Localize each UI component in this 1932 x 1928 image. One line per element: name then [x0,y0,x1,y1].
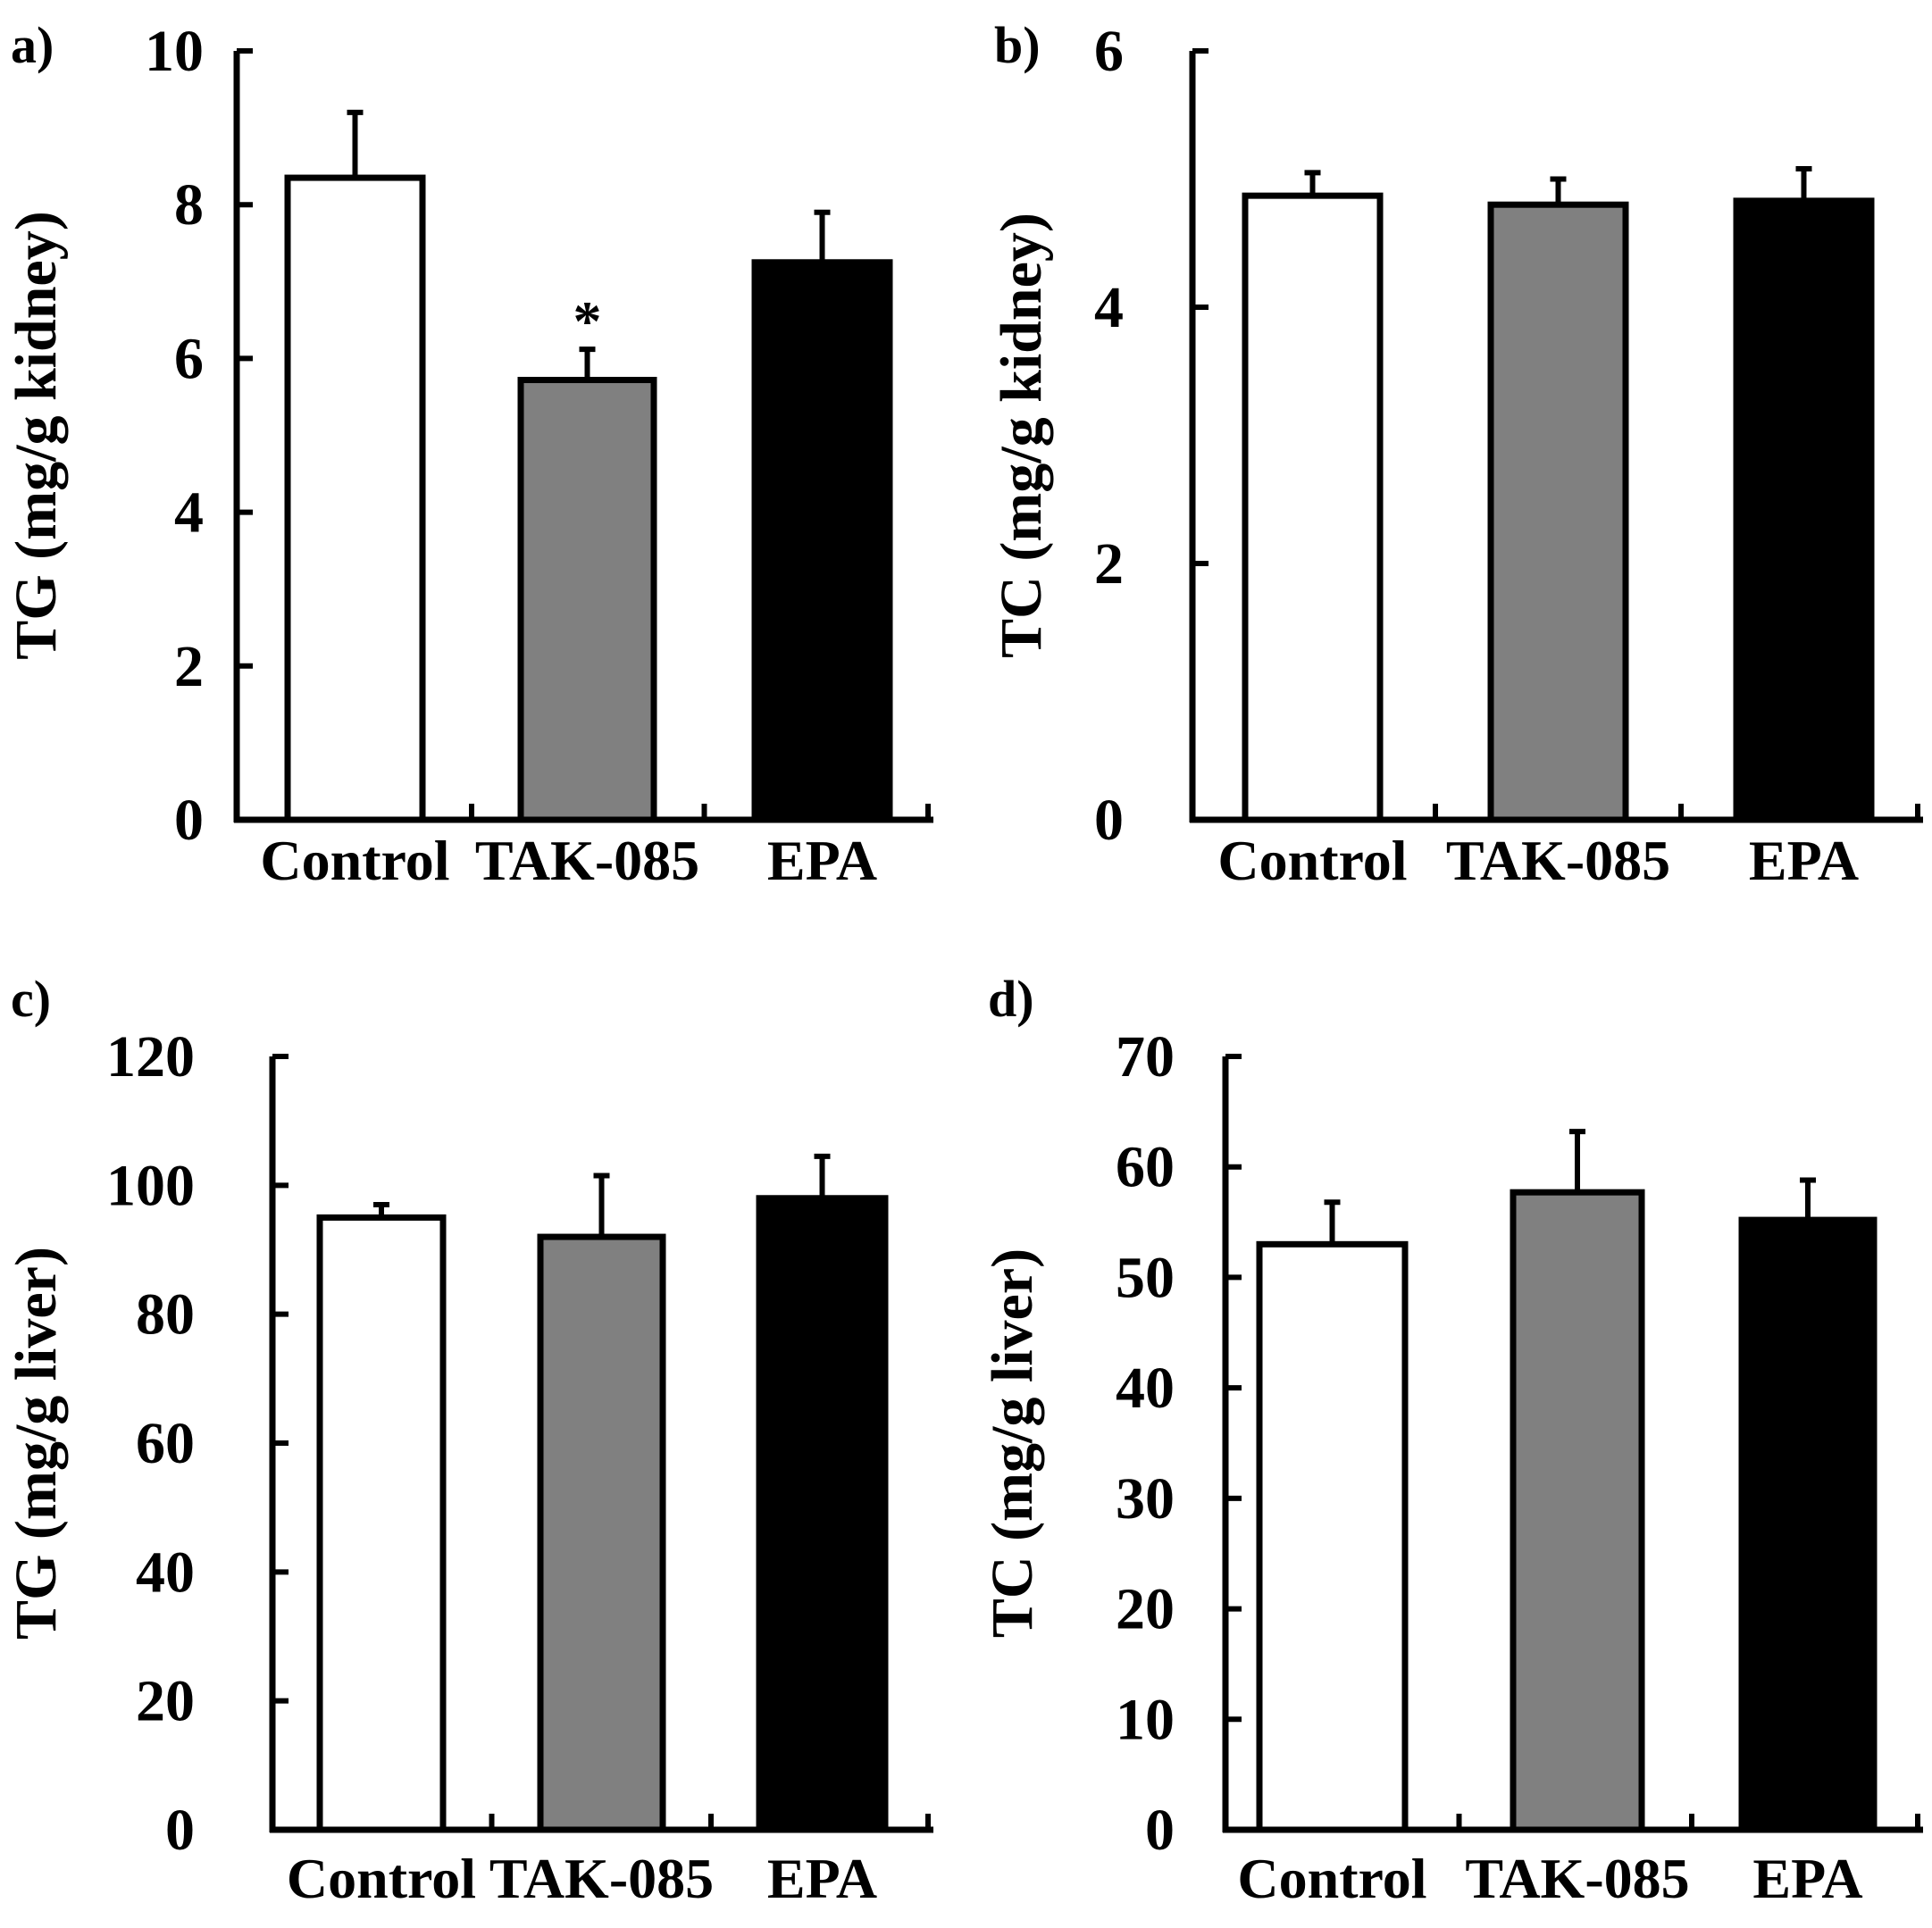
x-tick-label: EPA [1749,829,1859,892]
x-tick-label: Control [1217,829,1407,892]
y-tick-label: 70 [1116,1024,1175,1089]
significance-marker: * [573,289,602,353]
y-axis-title: TC (mg/g liver) [980,1248,1045,1638]
y-axis-title: TG (mg/g kidney) [4,211,69,659]
y-tick-label: 10 [145,19,204,84]
panel-label: c) [11,970,51,1028]
panel-label: d) [988,970,1034,1028]
y-tick-label: 100 [106,1153,195,1218]
y-tick-label: 4 [174,480,204,546]
y-tick-label: 0 [174,788,204,853]
x-tick-label: TAK-085 [1446,829,1670,892]
bar-tak-085 [537,1233,666,1833]
bar-tak-085 [1487,201,1629,823]
y-tick-label: 2 [174,634,204,699]
y-tick-label: 20 [1116,1577,1175,1642]
bar-epa [1733,197,1875,823]
y-tick-label: 30 [1116,1466,1175,1532]
y-tick-label: 0 [1094,788,1124,853]
x-tick-label: TAK-085 [489,1847,714,1910]
y-tick-label: 80 [136,1282,195,1348]
x-tick-label: TAK-085 [475,829,699,892]
panel-b: b) TC (mg/g kidney) Control TAK-085 EPA 0 2 4 6 [989,16,1923,892]
x-tick-label: EPA [767,829,877,892]
y-tick-label: 40 [1116,1356,1175,1421]
bar-tak-085 [517,377,657,823]
y-tick-label: 0 [165,1798,195,1863]
y-tick-label: 4 [1094,275,1124,340]
bar-epa [751,259,893,823]
panel-d: d) TC (mg/g liver) Control TAK-085 EPA 0 10 20 3… [980,970,1923,1910]
panel-a: a) TG (mg/g kidney) Control * TAK-085 EPA 0 2 4 6… [4,16,933,892]
x-tick-label: EPA [1752,1847,1862,1910]
x-tick-label: TAK-085 [1465,1847,1689,1910]
y-tick-label: 120 [106,1024,195,1089]
x-tick-label: Control [260,829,449,892]
y-tick-label: 8 [174,172,204,238]
bar-control [284,174,426,823]
x-tick-label: Control [1237,1847,1426,1910]
panel-c: c) TG (mg/g liver) Control TAK-085 EPA 0 20 40 6… [4,970,933,1910]
y-tick-label: 6 [174,326,204,391]
bar-epa [1738,1216,1878,1833]
y-tick-label: 60 [1116,1135,1175,1200]
y-axis-title: TG (mg/g liver) [4,1247,69,1640]
bar-epa [756,1195,889,1833]
y-tick-label: 10 [1116,1687,1175,1752]
y-tick-label: 50 [1116,1245,1175,1310]
panel-label: b) [994,16,1041,74]
bar-tak-085 [1510,1189,1645,1833]
x-tick-label: EPA [767,1847,877,1910]
y-tick-label: 20 [136,1669,195,1734]
x-tick-label: Control [287,1847,476,1910]
y-axis-title: TC (mg/g kidney) [989,213,1054,658]
y-tick-label: 60 [136,1411,195,1476]
bar-control [316,1214,447,1833]
bar-control [1256,1240,1409,1833]
y-tick-label: 2 [1094,531,1124,597]
y-tick-label: 0 [1145,1798,1175,1863]
y-tick-label: 6 [1094,19,1124,84]
y-tick-label: 40 [136,1540,195,1605]
panel-label: a) [11,16,54,74]
bar-control [1242,192,1384,823]
